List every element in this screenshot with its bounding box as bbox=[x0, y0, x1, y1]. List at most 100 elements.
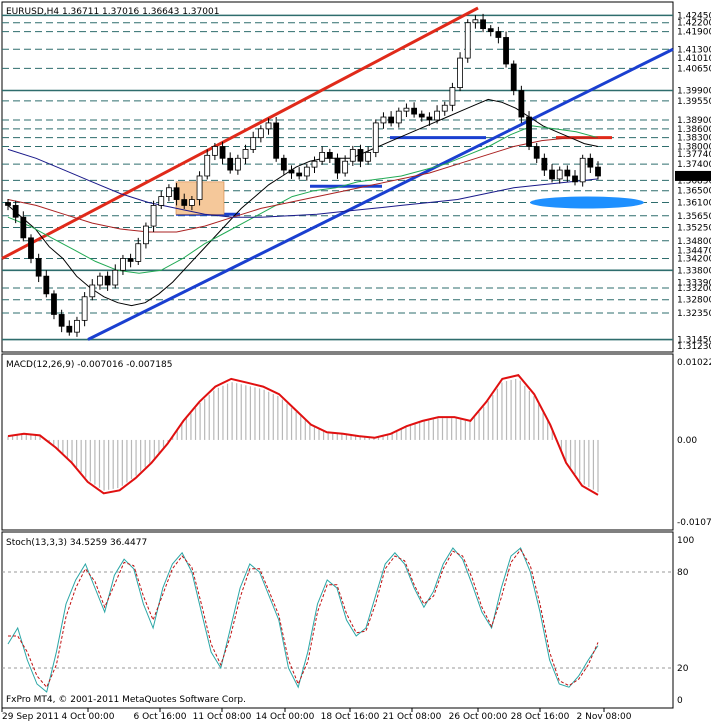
macd-tick-label: 0.00 bbox=[677, 436, 697, 446]
candle-body bbox=[97, 275, 103, 286]
time-tick-label: 21 Oct 08:00 bbox=[383, 712, 442, 722]
time-tick-label: 26 Oct 00:00 bbox=[449, 712, 508, 722]
candle-body bbox=[5, 202, 11, 206]
candle-body bbox=[311, 160, 318, 168]
candle-body bbox=[326, 151, 333, 159]
time-tick-label: 11 Oct 08:00 bbox=[193, 712, 252, 722]
candle-body bbox=[43, 275, 50, 295]
candle-body bbox=[112, 269, 119, 286]
price-tick-label: 1.31230 bbox=[677, 342, 711, 352]
candle-body bbox=[526, 116, 532, 147]
candle-body bbox=[319, 151, 326, 162]
candle-body bbox=[74, 319, 80, 333]
candle-body bbox=[434, 110, 440, 121]
moving-average-line bbox=[7, 137, 598, 233]
price-tick-label: 1.36500 bbox=[677, 187, 711, 197]
candle-body bbox=[280, 157, 287, 171]
price-tick-label: 1.36850 bbox=[677, 176, 711, 186]
candle-body bbox=[127, 258, 134, 262]
price-tick-label: 1.42200 bbox=[677, 19, 711, 29]
candle-body bbox=[204, 154, 211, 177]
candle-body bbox=[242, 149, 249, 159]
candle-body bbox=[441, 104, 448, 112]
candle-body bbox=[265, 122, 272, 130]
stoch-tick-label: 20 bbox=[677, 664, 689, 674]
macd-pane-frame bbox=[1, 353, 674, 531]
candle-body bbox=[288, 169, 295, 174]
moving-average-line bbox=[7, 148, 599, 218]
price-tick-label: 1.41900 bbox=[677, 28, 711, 38]
candle-body bbox=[89, 284, 96, 298]
candle-body bbox=[120, 258, 126, 271]
candle-body bbox=[257, 128, 264, 139]
time-tick-label: 4 Oct 00:00 bbox=[62, 712, 115, 722]
trend-line bbox=[87, 47, 674, 341]
candle-body bbox=[564, 169, 571, 177]
candle-body bbox=[28, 237, 34, 259]
candle-body bbox=[411, 107, 418, 115]
candle-body bbox=[12, 205, 19, 218]
candle-body bbox=[81, 296, 88, 321]
candle-body bbox=[380, 116, 387, 124]
macd-title: MACD(12,26,9) -0.007016 -0.007185 bbox=[6, 360, 172, 370]
stoch-tick-label: 80 bbox=[677, 568, 689, 578]
price-tick-label: 1.39550 bbox=[677, 97, 711, 107]
candle-body bbox=[173, 187, 180, 200]
time-tick-label: 28 Oct 16:00 bbox=[511, 712, 570, 722]
candle-body bbox=[104, 275, 111, 286]
macd-tick-label: 0.01022 bbox=[677, 358, 711, 368]
time-tick-label: 29 Sep 2011 bbox=[2, 712, 59, 722]
price-tick-label: 1.31450 bbox=[677, 336, 711, 346]
candle-body bbox=[556, 169, 563, 180]
price-tick-label: 1.37400 bbox=[677, 160, 711, 170]
candle-body bbox=[196, 175, 203, 200]
price-tick-label: 1.35650 bbox=[677, 212, 711, 222]
main-title: EURUSD,H4 1.36711 1.37016 1.36643 1.3700… bbox=[6, 7, 219, 17]
price-tick-label: 1.37740 bbox=[677, 150, 711, 160]
candle-body bbox=[395, 110, 402, 124]
price-tick-label: 1.33200 bbox=[677, 284, 711, 294]
candle-body bbox=[495, 31, 502, 38]
price-tick-label: 1.34200 bbox=[677, 254, 711, 264]
candle-body bbox=[587, 157, 594, 168]
price-tick-label: 1.38300 bbox=[677, 134, 711, 144]
candle-body bbox=[211, 146, 218, 156]
candle-body bbox=[135, 243, 142, 262]
moving-average-line bbox=[7, 98, 599, 307]
candle-body bbox=[541, 157, 548, 171]
candle-body bbox=[388, 116, 395, 124]
price-tick-label: 1.33390 bbox=[677, 278, 711, 288]
candle-body bbox=[349, 149, 356, 162]
price-tick-label: 1.32800 bbox=[677, 296, 711, 306]
stoch-signal-line bbox=[8, 548, 599, 689]
time-tick-label: 18 Oct 16:00 bbox=[321, 712, 380, 722]
price-tick-label: 1.32350 bbox=[677, 309, 711, 319]
candle-body bbox=[449, 87, 456, 106]
candle-body bbox=[572, 175, 578, 183]
current-price-marker bbox=[675, 170, 711, 181]
candle-body bbox=[510, 63, 517, 91]
moving-average-line bbox=[7, 125, 599, 274]
candle-body bbox=[480, 19, 486, 30]
candle-body bbox=[250, 137, 257, 150]
price-tick-label: 1.38000 bbox=[677, 143, 711, 153]
candle-body bbox=[181, 199, 188, 206]
candle-body bbox=[166, 187, 172, 197]
candle-body bbox=[549, 169, 555, 180]
price-series bbox=[5, 13, 601, 337]
macd-plot: 0.01022 0.00 -0.01076 bbox=[7, 358, 711, 528]
price-tick-label: 1.40650 bbox=[677, 64, 711, 74]
macd-tick-label: -0.01076 bbox=[677, 518, 711, 528]
candle-body bbox=[472, 19, 479, 24]
candle-body bbox=[58, 314, 65, 327]
candle-body bbox=[595, 166, 601, 177]
price-tick-label: 1.36100 bbox=[677, 198, 711, 208]
stoch-tick-label: 0 bbox=[677, 696, 683, 706]
stoch-tick-label: 100 bbox=[677, 536, 694, 546]
candle-body bbox=[503, 37, 509, 65]
price-tick-label: 1.35250 bbox=[677, 224, 711, 234]
candle-body bbox=[357, 149, 364, 162]
candle-body bbox=[158, 196, 165, 206]
